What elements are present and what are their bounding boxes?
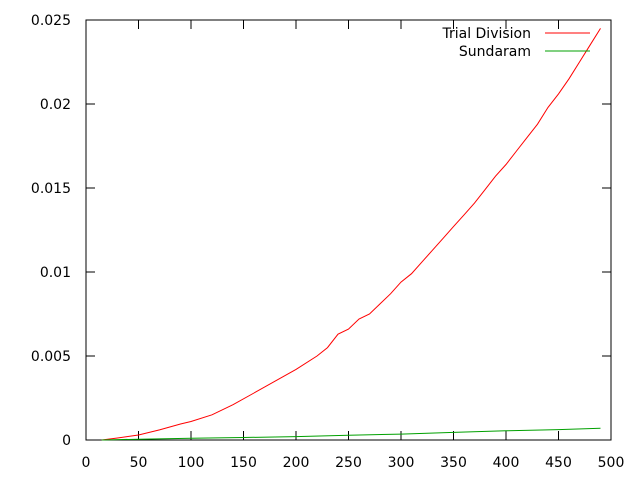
series-line-sundaram (101, 427, 601, 441)
x-tick-label: 150 (230, 455, 257, 471)
legend-label-trial-division: Trial Division (441, 26, 531, 42)
y-tick-label: 0.015 (31, 181, 71, 197)
legend-label-sundaram: Sundaram (459, 44, 531, 60)
x-tick-label: 350 (440, 455, 467, 471)
y-tick-label: 0.01 (40, 265, 71, 281)
x-tick-label: 450 (545, 455, 572, 471)
y-tick-label: 0.02 (40, 97, 71, 113)
y-axis-ticks: 0 0.005 0.01 0.015 0.02 0.025 (31, 13, 611, 449)
plot-frame (85, 19, 612, 441)
x-tick-label: 500 (598, 455, 625, 471)
x-axis-ticks: 0 50 100 150 200 250 300 350 400 450 500 (82, 20, 625, 471)
x-tick-label: 250 (335, 455, 362, 471)
legend: Trial Division Sundaram (441, 26, 590, 60)
y-tick-label: 0.025 (31, 13, 71, 29)
series-line-trial-division (101, 28, 601, 441)
series-lines (101, 28, 601, 441)
y-tick-label: 0.005 (31, 349, 71, 365)
x-tick-label: 100 (178, 455, 205, 471)
x-tick-label: 0 (82, 455, 91, 471)
y-tick-label: 0 (62, 433, 71, 449)
x-tick-label: 50 (130, 455, 148, 471)
x-tick-label: 200 (283, 455, 310, 471)
x-tick-label: 400 (493, 455, 520, 471)
x-tick-label: 300 (388, 455, 415, 471)
